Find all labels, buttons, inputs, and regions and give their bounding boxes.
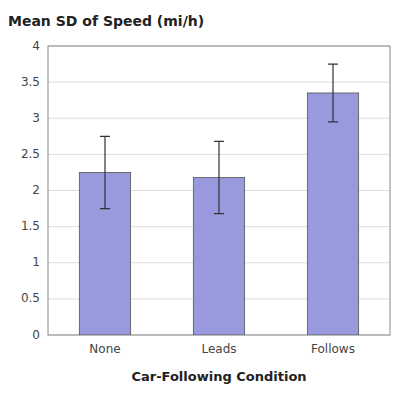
x-tick-label: Leads bbox=[201, 342, 236, 356]
bar bbox=[307, 93, 358, 335]
error-bar-path bbox=[328, 64, 338, 122]
y-tick-label: 1.5 bbox=[21, 219, 40, 233]
error-bar-path bbox=[214, 141, 224, 213]
x-tick-label: None bbox=[89, 342, 120, 356]
chart-container: 0 0.5 1 1.5 2 2.5 3 3.5 4 None Leads Follows Car-Fol… bbox=[0, 0, 404, 397]
grid-line bbox=[48, 82, 390, 83]
y-tick-label: 3.5 bbox=[21, 75, 40, 89]
error-bar bbox=[214, 141, 224, 213]
y-tick-label: 0.5 bbox=[21, 291, 40, 305]
y-tick-label: 3 bbox=[32, 111, 40, 125]
error-bar bbox=[328, 64, 338, 122]
chart-svg: 0 0.5 1 1.5 2 2.5 3 3.5 4 None Leads Follows Car-Fol… bbox=[0, 0, 404, 397]
y-tick-label: 2 bbox=[32, 183, 40, 197]
y-tick-label: 2.5 bbox=[21, 147, 40, 161]
title: Mean SD of Speed (mi/h) bbox=[8, 13, 204, 29]
y-tick-label: 0 bbox=[32, 328, 40, 342]
bars bbox=[79, 64, 358, 335]
plot-frame bbox=[48, 46, 390, 335]
y-tick-label: 4 bbox=[32, 39, 40, 53]
error-bar bbox=[100, 136, 110, 208]
y-tick-label: 1 bbox=[32, 255, 40, 269]
grid bbox=[48, 46, 390, 335]
x-tick-label: Follows bbox=[311, 342, 355, 356]
error-bar-path bbox=[100, 136, 110, 208]
x-axis-label: Car-Following Condition bbox=[131, 369, 306, 384]
